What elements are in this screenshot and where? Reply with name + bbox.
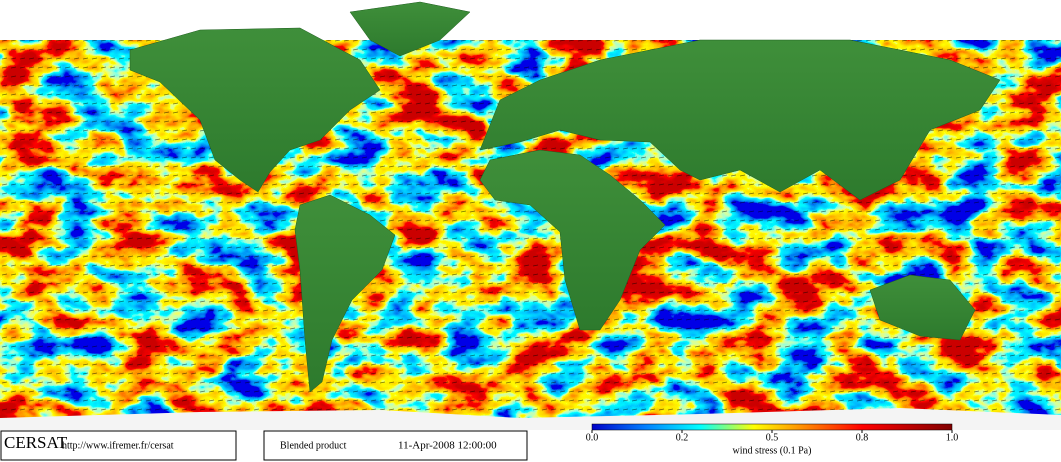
colorbar-tick-label: 0.5 — [766, 432, 779, 443]
north-america — [129, 27, 381, 193]
logo-box — [0, 430, 237, 461]
colorbar-tick-label: 0.8 — [856, 432, 869, 443]
datetime: 11-Apr-2008 12:00:00 — [398, 440, 497, 452]
eurasia — [479, 39, 1001, 201]
colorbar-label: wind stress (0.1 Pa) — [733, 445, 812, 456]
arctic — [0, 0, 1061, 40]
greenland — [349, 1, 471, 57]
africa — [479, 149, 666, 331]
url: http://www.ifremer.fr/cersat — [62, 440, 174, 451]
colorbar-tick-label: 0.2 — [676, 432, 689, 443]
logo: CERSAT — [4, 433, 68, 452]
product: Blended product — [280, 440, 347, 451]
australia — [869, 274, 976, 341]
colorbar — [591, 423, 953, 431]
land — [129, 1, 1001, 393]
colorbar-tick-label: 1.0 — [946, 432, 959, 443]
info-box — [263, 430, 528, 461]
colorbar-tick-label: 0.0 — [586, 432, 599, 443]
south-america — [294, 194, 396, 393]
